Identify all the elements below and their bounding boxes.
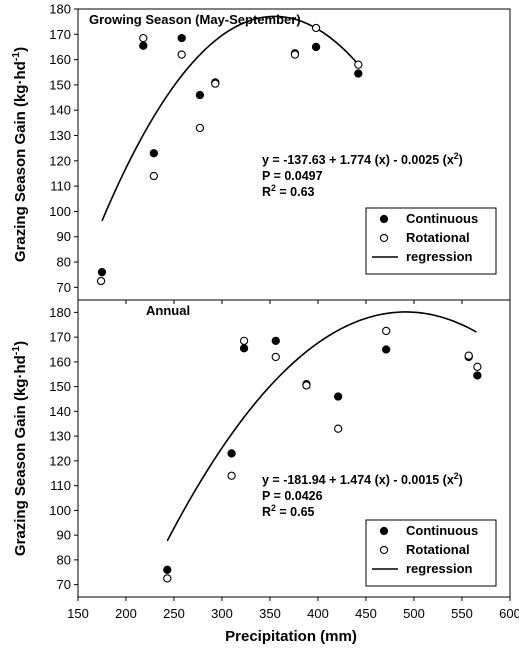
regression-curve	[166, 311, 477, 542]
point-continuous	[97, 268, 107, 277]
point-continuous	[195, 90, 205, 100]
legend-label: Continuous	[406, 523, 478, 538]
p-value: P = 0.0426	[262, 489, 323, 503]
point-rotational	[96, 276, 106, 286]
y-tick-label: 170	[49, 330, 71, 345]
r-squared: R2 = 0.63	[262, 183, 315, 199]
panel-annual: 70 80 90 100 110 120 130 140 150 160 170 180 150 200 2…	[10, 299, 519, 621]
point-continuous	[139, 41, 148, 50]
y-tick-label: 70	[57, 280, 71, 295]
legend-label: Rotational	[406, 542, 470, 557]
x-tick-label: 400	[307, 606, 329, 621]
point-rotational	[334, 424, 343, 433]
point-rotational	[163, 574, 172, 583]
point-rotational	[473, 362, 482, 371]
point-continuous	[382, 345, 391, 354]
point-rotational	[149, 171, 158, 181]
regression-equation: y = -181.94 + 1.474 (x) - 0.0015 (x2)	[262, 471, 463, 487]
y-tick-label: 150	[49, 379, 71, 394]
panel-title: Annual	[146, 303, 190, 318]
x-tick-label: 200	[115, 606, 137, 621]
y-tick-label: 170	[49, 27, 71, 42]
point-continuous	[163, 565, 172, 574]
panel-growing-season: 70 80 90 100 110 120 130 140 150 160 170 180 Grazing…	[10, 2, 511, 304]
point-rotational	[290, 50, 300, 59]
legend-label: regression	[406, 561, 473, 576]
panel-title: Growing Season (May-September)	[89, 12, 301, 27]
x-tick-label: 300	[211, 606, 233, 621]
point-rotational	[302, 381, 311, 390]
x-tick-label: 600	[499, 606, 519, 621]
y-tick-label: 110	[50, 179, 71, 194]
y-tick-label: 80	[57, 552, 71, 567]
x-tick-label: 350	[259, 606, 281, 621]
y-tick-label: 140	[49, 404, 71, 419]
y-tick-label: 180	[49, 2, 71, 17]
y-tick-label: 90	[57, 528, 71, 543]
legend-marker-continuous	[379, 214, 389, 224]
y-tick-label: 100	[49, 503, 71, 518]
y-tick-label: 130	[49, 429, 71, 444]
point-continuous	[473, 371, 482, 380]
p-value: P = 0.0497	[262, 169, 323, 183]
regression-equation: y = -137.63 + 1.774 (x) - 0.0025 (x2)	[262, 151, 463, 167]
y-axis-label: Grazing Season Gain (kg·hd-1)	[10, 341, 29, 556]
point-rotational	[382, 326, 391, 336]
point-rotational	[271, 352, 280, 362]
point-continuous	[271, 336, 280, 345]
plot-frame	[77, 299, 511, 598]
y-axis-label: Grazing Season Gain (kg·hd-1)	[10, 47, 29, 262]
legend-label: Rotational	[406, 230, 470, 245]
point-rotational	[311, 23, 321, 33]
point-continuous	[354, 69, 363, 78]
point-rotational	[464, 351, 473, 360]
r-squared: R2 = 0.65	[262, 503, 315, 519]
y-tick-label: 130	[49, 128, 71, 143]
y-tick-label: 110	[50, 478, 71, 493]
point-rotational	[354, 60, 363, 69]
y-tick-label: 180	[49, 305, 71, 320]
legend-marker-continuous	[379, 526, 389, 536]
point-continuous	[311, 42, 321, 52]
x-axis-label: Precipitation (mm)	[225, 628, 357, 645]
point-rotational	[139, 33, 148, 43]
legend-marker-rotational	[379, 545, 389, 555]
y-tick-label: 160	[49, 52, 71, 67]
y-tick-label: 120	[49, 453, 71, 468]
legend-label: Continuous	[406, 211, 478, 226]
y-tick-label: 120	[49, 153, 71, 168]
x-tick-label: 250	[163, 606, 185, 621]
y-tick-label: 90	[57, 229, 71, 244]
point-continuous	[334, 392, 343, 401]
point-continuous	[177, 33, 186, 43]
point-continuous	[239, 344, 249, 353]
point-rotational	[211, 79, 220, 88]
point-rotational	[227, 471, 236, 480]
point-continuous	[149, 149, 158, 158]
y-tick-label: 160	[49, 354, 71, 369]
y-tick-label: 100	[49, 204, 71, 219]
x-tick-label: 550	[451, 606, 473, 621]
y-tick-label: 70	[57, 577, 71, 592]
x-tick-label: 150	[67, 606, 89, 621]
point-continuous	[227, 449, 236, 458]
point-rotational	[177, 50, 186, 59]
legend-marker-rotational	[379, 233, 389, 243]
x-tick-label: 500	[403, 606, 425, 621]
y-tick-label: 150	[49, 77, 71, 92]
y-tick-label: 140	[49, 103, 71, 118]
x-tick-label: 450	[355, 606, 377, 621]
legend-label: regression	[406, 249, 473, 264]
point-rotational	[239, 336, 249, 345]
y-tick-label: 80	[57, 255, 71, 270]
point-rotational	[195, 123, 205, 133]
